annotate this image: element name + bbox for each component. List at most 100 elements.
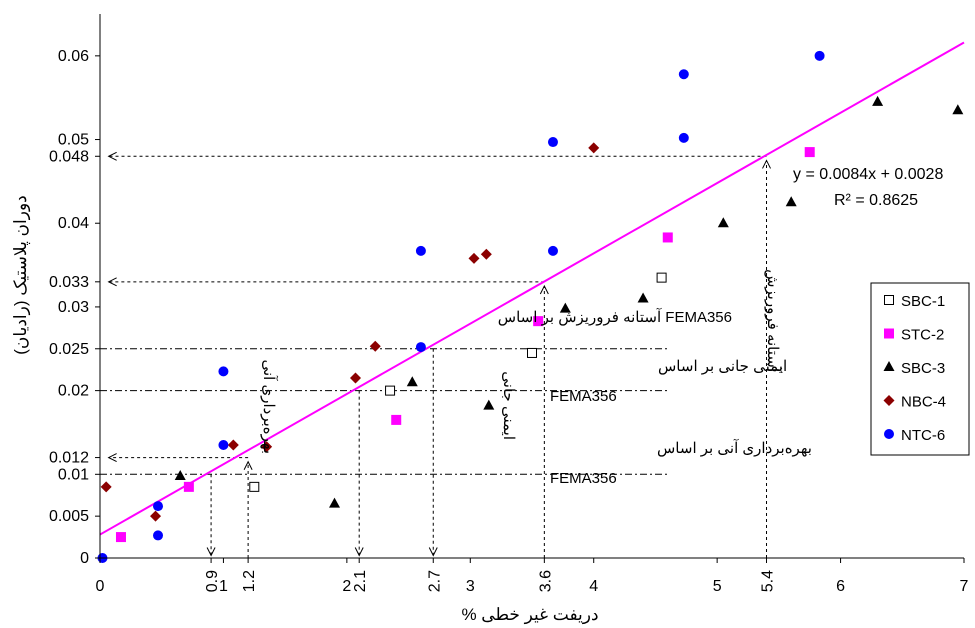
- y-tick-label: 0: [80, 550, 89, 567]
- data-point-nbc-4: [150, 510, 162, 522]
- data-points: [97, 50, 964, 563]
- tick-labels: 0 0.005 0.010.012 0.02 0.025 0.03 0.033 0.04 0.0…: [49, 48, 969, 595]
- data-point-sbc-3: [637, 292, 649, 303]
- data-point-stc-2: [115, 532, 126, 543]
- legend-label: SBC-3: [901, 360, 945, 377]
- data-point-ntc-6: [814, 50, 825, 61]
- legend-marker-sbc-3: [883, 361, 895, 371]
- x-tick-label: 6: [836, 578, 845, 595]
- io-vertical-label: بهره‌برداری آنی: [260, 359, 278, 454]
- x-tick-label: 5.4: [760, 570, 777, 592]
- arrow-head: [107, 151, 117, 161]
- data-point-nbc-4: [369, 340, 381, 352]
- y-tick-label: 0.025: [49, 341, 89, 358]
- legend-marker-ntc-6: [884, 429, 894, 439]
- x-tick-label: 1.2: [241, 570, 258, 592]
- guide-lines: [100, 151, 771, 558]
- data-point-stc-2: [662, 232, 673, 243]
- data-point-sbc-1: [249, 481, 260, 492]
- x-axis-title: دریفت غیر خطی %: [461, 605, 598, 625]
- data-point-sbc-3: [785, 196, 797, 207]
- y-tick-label: 0.02: [58, 383, 89, 400]
- arrow-head: [206, 547, 216, 557]
- data-point-ntc-6: [415, 245, 426, 256]
- data-point-ntc-6: [547, 245, 558, 256]
- data-point-sbc-3: [872, 95, 884, 106]
- y-tick-label: 0.05: [58, 132, 89, 149]
- legend-label: NTC-6: [901, 427, 945, 444]
- cp-vertical-label: آستانه فروریزش: [764, 269, 782, 373]
- x-tick-label: 2.7: [426, 570, 443, 592]
- y-tick-label: 0.033: [49, 274, 89, 291]
- legend-marker-stc-2: [884, 328, 894, 339]
- io-annotation-line2: FEMA356: [550, 470, 617, 487]
- x-tick-label: 2: [342, 578, 351, 595]
- axes-group: [99, 14, 964, 559]
- data-point-ntc-6: [547, 137, 558, 148]
- data-point-sbc-3: [329, 497, 341, 508]
- data-point-nbc-4: [261, 441, 273, 453]
- x-tick-label: 2.1: [352, 570, 369, 592]
- data-point-ntc-6: [678, 132, 689, 143]
- x-tick-label: 1: [219, 578, 228, 595]
- x-tick-label: 4: [589, 578, 598, 595]
- data-point-nbc-4: [227, 439, 239, 451]
- ls-vertical-label: ایمنی جانی: [500, 371, 517, 440]
- legend-marker-nbc-4: [883, 395, 895, 406]
- ls-annotation-line2: FEMA356: [550, 388, 617, 405]
- trendline-r2: R² = 0.8625: [834, 192, 918, 209]
- legend: SBC-1 STC-2 SBC-3 NBC-4 NTC-6: [870, 282, 970, 456]
- x-tick-label: 7: [960, 578, 969, 595]
- trendline-group: [99, 41, 965, 536]
- y-tick-label: 0.01: [58, 466, 89, 483]
- legend-marker-sbc-1: [884, 295, 894, 305]
- y-tick-label: 0.04: [58, 215, 89, 232]
- data-point-ntc-6: [218, 366, 229, 377]
- arrow-head: [107, 277, 117, 287]
- y-tick-label: 0.005: [49, 508, 89, 525]
- cp-annotation: آستانه فروریزش بر اساس FEMA356: [498, 308, 732, 326]
- data-point-nbc-4: [588, 142, 600, 154]
- data-point-nbc-4: [349, 372, 361, 384]
- data-point-ntc-6: [153, 501, 164, 512]
- data-point-sbc-3: [174, 469, 186, 480]
- trendline: [99, 41, 965, 536]
- data-point-nbc-4: [100, 481, 112, 493]
- arrow-head: [243, 460, 253, 470]
- x-tick-label: 3.6: [537, 570, 554, 592]
- data-point-ntc-6: [678, 69, 689, 80]
- data-point-sbc-3: [406, 376, 418, 387]
- legend-label: STC-2: [901, 327, 944, 344]
- arrow-head: [762, 159, 771, 169]
- data-point-sbc-1: [527, 347, 537, 358]
- y-axis-title: دوران پلاستیک (رادیان): [11, 195, 31, 354]
- y-tick-label: 0.03: [58, 299, 89, 316]
- legend-label: SBC-1: [901, 293, 945, 310]
- x-tick-label: 5: [713, 578, 722, 595]
- data-point-sbc-3: [717, 217, 729, 228]
- data-point-sbc-3: [952, 104, 964, 115]
- io-annotation-line1: بهره‌برداری آنی بر اساس: [657, 439, 812, 457]
- arrow-head: [428, 547, 438, 557]
- x-tick-label: 0: [96, 578, 105, 595]
- trendline-equation: y = 0.0084x + 0.0028: [793, 166, 943, 183]
- data-point-sbc-3: [483, 399, 495, 410]
- x-tick-label: 3: [466, 578, 475, 595]
- data-point-stc-2: [533, 316, 544, 327]
- y-tick-label: 0.06: [58, 48, 89, 65]
- data-point-stc-2: [804, 147, 815, 158]
- data-point-stc-2: [183, 481, 194, 492]
- y-tick-label: 0.012: [49, 450, 89, 467]
- data-point-ntc-6: [153, 530, 164, 541]
- data-point-nbc-4: [468, 252, 480, 264]
- ls-annotation-line1: ایمنی جانی بر اساس: [658, 358, 787, 375]
- data-point-stc-2: [391, 414, 402, 425]
- legend-label: NBC-4: [901, 394, 946, 411]
- y-tick-label: 0.048: [49, 148, 89, 165]
- data-point-ntc-6: [218, 440, 229, 451]
- data-point-sbc-1: [385, 385, 396, 396]
- data-point-ntc-6: [415, 342, 426, 353]
- x-tick-label: 0.9: [204, 570, 221, 592]
- arrow-head: [539, 284, 549, 295]
